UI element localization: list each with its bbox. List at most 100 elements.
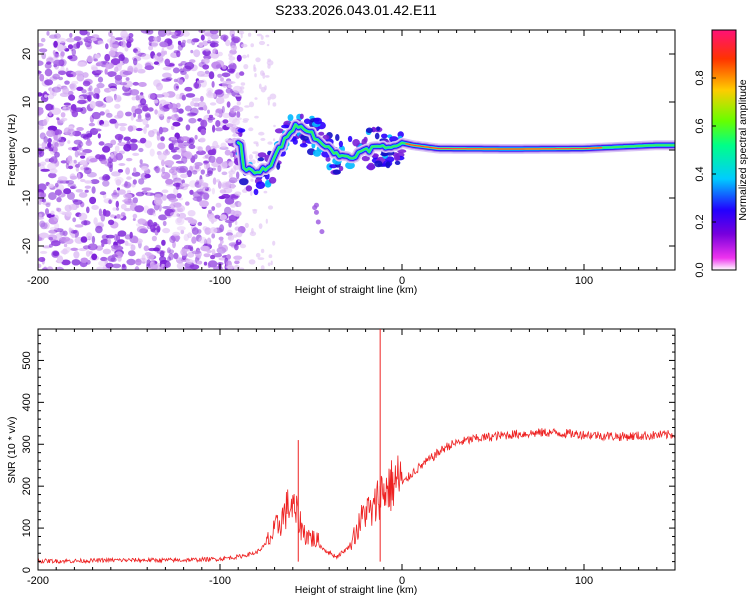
noise-blob bbox=[229, 127, 234, 130]
noise-blob bbox=[89, 196, 97, 205]
noise-blob bbox=[140, 30, 151, 34]
noise-blob bbox=[53, 53, 60, 59]
noise-blob bbox=[70, 185, 77, 190]
noise-blob bbox=[58, 70, 67, 76]
noise-blob bbox=[69, 32, 73, 38]
noise-blob bbox=[90, 37, 98, 42]
noise-blob bbox=[165, 77, 173, 81]
noise-blob bbox=[158, 126, 163, 135]
noise-blob bbox=[132, 152, 140, 156]
noise-blob bbox=[120, 212, 126, 217]
noise-blob bbox=[107, 71, 117, 77]
noise-blob bbox=[164, 58, 171, 66]
noise-blob bbox=[156, 225, 161, 233]
noise-blob bbox=[72, 199, 83, 205]
noise-blob bbox=[101, 242, 105, 248]
noise-blob bbox=[66, 73, 74, 78]
snr-ticks: -200 -100 0 100 0 100 200 300 400 500 bbox=[21, 329, 675, 587]
noise-blob bbox=[189, 59, 196, 63]
noise-blob bbox=[56, 117, 60, 121]
noise-blob bbox=[102, 180, 110, 187]
noise-blob bbox=[133, 236, 139, 244]
noise-blob bbox=[211, 249, 216, 254]
noise-blob bbox=[187, 112, 198, 116]
noise-blob bbox=[210, 254, 216, 260]
noise-blob bbox=[219, 239, 224, 244]
noise-blob bbox=[98, 141, 105, 146]
noise-blob bbox=[233, 255, 243, 260]
noise-blob bbox=[248, 127, 254, 132]
noise-blob bbox=[44, 94, 48, 98]
noise-blob bbox=[180, 70, 187, 76]
noise-blob bbox=[151, 128, 158, 134]
noise-blob bbox=[97, 133, 101, 139]
noise-blob bbox=[217, 73, 223, 78]
noise-blob bbox=[94, 40, 98, 45]
noise-blob bbox=[240, 43, 248, 48]
noise-blob bbox=[238, 30, 245, 35]
noise-blob bbox=[208, 209, 212, 214]
ridge-blob bbox=[322, 134, 330, 140]
noise-blob bbox=[235, 117, 242, 121]
noise-blob bbox=[183, 233, 189, 242]
noise-blob bbox=[56, 84, 62, 90]
noise-blob bbox=[209, 30, 219, 35]
noise-blob bbox=[161, 166, 165, 174]
noise-blob bbox=[38, 143, 42, 147]
noise-blob bbox=[110, 152, 114, 159]
noise-blob bbox=[196, 80, 201, 84]
noise-blob bbox=[193, 102, 200, 107]
noise-blob bbox=[47, 183, 55, 188]
noise-blob bbox=[192, 191, 202, 199]
noise-blob bbox=[77, 172, 81, 180]
noise-blob bbox=[170, 234, 181, 242]
noise-blob bbox=[177, 40, 182, 46]
noise-blob bbox=[193, 81, 202, 89]
noise-blob bbox=[67, 140, 71, 144]
noise-blob bbox=[218, 257, 227, 261]
noise-blob bbox=[173, 83, 179, 91]
noise-blob bbox=[160, 51, 166, 57]
noise-blob bbox=[254, 73, 257, 78]
noise-blob bbox=[180, 136, 190, 142]
noise-blob bbox=[38, 43, 44, 47]
noise-blob bbox=[104, 175, 111, 180]
noise-blob bbox=[105, 43, 109, 50]
noise-blob bbox=[38, 263, 42, 268]
noise-blob bbox=[191, 38, 196, 46]
noise-blob bbox=[110, 244, 119, 249]
noise-blob bbox=[65, 37, 76, 43]
noise-blob bbox=[132, 179, 137, 185]
heatmap-y-tick-label: 10 bbox=[21, 96, 33, 108]
noise-blob bbox=[117, 230, 127, 237]
noise-blob bbox=[96, 266, 107, 270]
noise-blob bbox=[94, 54, 100, 59]
noise-blob bbox=[218, 236, 224, 241]
noise-blob bbox=[78, 192, 88, 198]
noise-blob bbox=[45, 115, 50, 123]
noise-blob bbox=[132, 218, 136, 221]
noise-blob bbox=[160, 172, 165, 177]
ridge-blob bbox=[276, 162, 281, 170]
noise-blob bbox=[120, 40, 127, 48]
noise-blob bbox=[139, 137, 147, 144]
noise-blob bbox=[182, 182, 186, 187]
noise-blob bbox=[44, 79, 53, 86]
noise-blob bbox=[224, 149, 231, 156]
noise-blob bbox=[260, 35, 264, 40]
noise-blob bbox=[250, 190, 253, 196]
noise-blob bbox=[142, 105, 149, 112]
noise-blob bbox=[154, 109, 158, 115]
noise-blob bbox=[221, 72, 231, 78]
noise-blob bbox=[248, 259, 256, 265]
noise-blob bbox=[159, 260, 168, 264]
noise-blob bbox=[156, 52, 162, 57]
noise-blob bbox=[168, 103, 178, 110]
noise-blob bbox=[57, 44, 64, 52]
noise-blob bbox=[181, 179, 185, 184]
noise-blob bbox=[117, 169, 124, 173]
noise-blob bbox=[119, 82, 128, 86]
ridge-blob bbox=[281, 124, 290, 129]
ridge-blob bbox=[352, 139, 360, 147]
noise-blob bbox=[62, 248, 68, 255]
